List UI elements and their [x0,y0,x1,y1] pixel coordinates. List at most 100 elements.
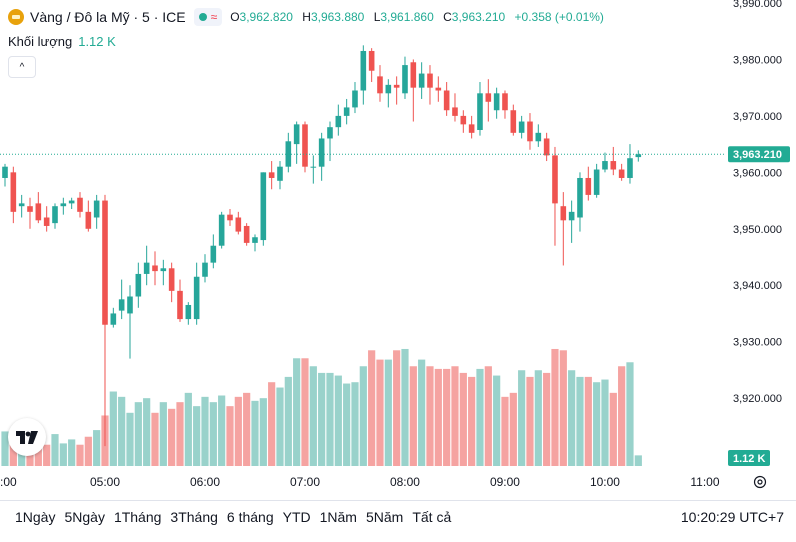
volume-bar [326,372,334,466]
volume-bar [276,387,284,466]
candle-body [468,124,475,133]
volume-bar [376,359,384,466]
candle-body [460,115,467,125]
candle-body [93,200,100,218]
candle-body [202,262,208,277]
y-tick-label: 3,920.000 [733,393,782,405]
volume-bar [1,431,9,466]
volume-bar [201,396,209,466]
candle-body [385,84,392,94]
y-tick-label: 3,980.000 [733,54,782,66]
candle-body [452,107,458,116]
volume-bar [43,444,51,466]
volume-bar [343,383,351,466]
volume-bar [601,379,609,466]
y-tick-label: 3,950.000 [733,224,782,236]
candle-body [527,121,533,142]
volume-bar [218,395,226,466]
range-5d[interactable]: 5Ngày [64,509,105,525]
volume-bar [134,402,142,466]
candle-body [60,203,67,207]
range-ytd[interactable]: YTD [282,509,311,525]
tradingview-logo[interactable] [8,418,46,456]
candle-body [10,172,17,212]
candle-body [552,155,558,204]
x-tick-label: 10:00 [590,475,620,489]
volume-bar [551,348,559,466]
candle-body [510,110,517,133]
volume-bar [126,412,134,466]
candle-body [327,127,333,139]
range-selector: 1Ngày 5Ngày 1Tháng 3Tháng 6 tháng YTD 1N… [12,509,457,525]
volume-bar [584,376,592,466]
volume-bar [84,436,92,466]
volume-bar [509,392,517,466]
x-tick-label: 06:00 [190,475,220,489]
volume-bar [226,406,234,466]
candle-body [335,115,342,128]
candle-body [127,296,133,314]
volume-label: Khối lượng [8,34,73,49]
volume-bar [626,362,634,466]
volume-bar [476,368,484,466]
volume-bar [251,400,259,466]
x-tick-label: 09:00 [490,475,520,489]
change-value: +0.358 (+0.01%) [514,10,604,24]
range-all[interactable]: Tất cả [412,509,452,525]
candle-body [185,304,192,320]
chevron-up-icon: ^ [19,61,25,73]
volume-bar [518,370,526,466]
volume-bar [434,368,442,466]
candle-body [493,93,500,111]
range-1y[interactable]: 1Năm [319,509,357,525]
candle-body [168,268,175,291]
volume-bar [51,434,59,466]
candle-body [635,154,642,158]
volume-bar [193,406,201,466]
symbol-title[interactable]: Vàng / Đô la Mỹ · 5 · ICE [30,9,186,25]
timezone-clock[interactable]: 10:20:29 UTC+7 [680,509,784,525]
candle-body [43,217,50,226]
range-1m[interactable]: 1Tháng [113,509,162,525]
volume-bar [109,391,117,466]
volume-bar [426,366,434,466]
candle-body [543,138,550,156]
settings-gear-icon[interactable] [752,474,768,490]
volume-bar [159,402,167,466]
volume-bar [168,408,176,466]
candle-body [310,166,317,168]
volume-bar [459,372,467,466]
range-5y[interactable]: 5Năm [365,509,404,525]
candle-body [18,203,25,207]
y-tick-label: 3,930.000 [733,337,782,349]
candle-body [135,273,142,297]
candle-body [52,206,58,224]
market-status-badge[interactable]: ≈ [193,8,223,26]
volume-bar [184,392,192,466]
volume-bar [68,439,76,466]
range-3m[interactable]: 3Tháng [170,509,218,525]
candle-body [627,158,633,178]
volume-bar [526,376,534,466]
volume-bar [76,444,84,466]
gold-coin-icon [8,9,24,25]
collapse-legend-button[interactable]: ^ [8,56,36,78]
volume-bar [451,366,459,466]
range-1d[interactable]: 1Ngày [15,509,56,525]
candle-body [227,214,233,221]
volume-bar [593,382,601,466]
range-6m[interactable]: 6 tháng [226,509,274,525]
x-tick-label: 07:00 [290,475,320,489]
candle-body [110,313,117,325]
volume-bar [151,412,159,466]
volume-bar [351,382,359,466]
candle-body [618,169,625,178]
candle-body [477,93,483,130]
high-value: 3,963.880 [310,10,365,24]
last-price-label: 3,963.210 [733,149,782,161]
candle-body [368,50,375,71]
volume-bar [209,402,217,466]
volume-bar [443,368,451,466]
